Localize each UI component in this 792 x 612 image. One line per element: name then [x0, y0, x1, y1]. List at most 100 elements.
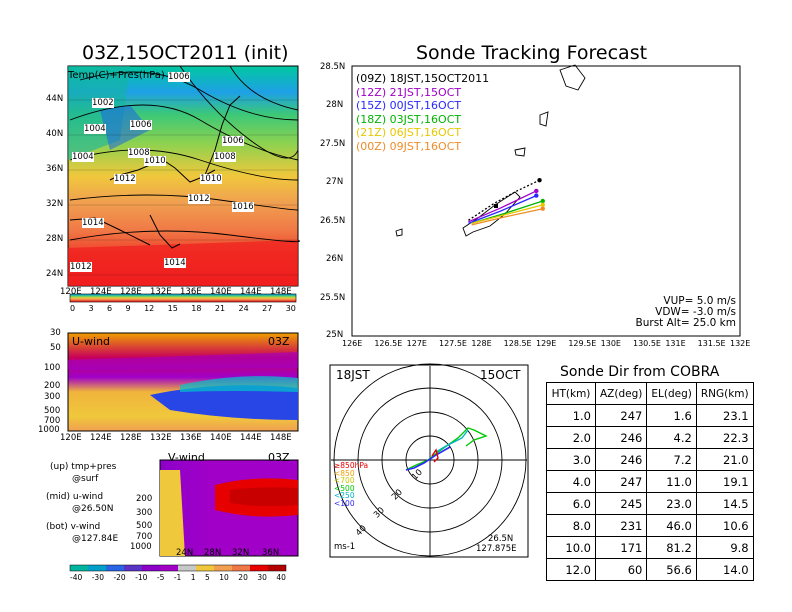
table-cell: 56.6	[646, 558, 697, 581]
lat-tick: 27N	[326, 177, 344, 187]
temp-colorbar	[69, 293, 297, 303]
tracking-title: Sonde Tracking Forecast	[416, 42, 648, 64]
isobar-label: 1010	[144, 156, 166, 166]
pressure-tick: 100	[44, 363, 61, 373]
col-header: HT(km)	[546, 382, 596, 405]
pressure-tick: 200	[44, 381, 61, 391]
lon-tick: 144E	[240, 433, 262, 443]
table-row: 3.0 246 7.2 21.0	[546, 448, 754, 471]
param-vdw: VDW= -3.0 m/s	[655, 306, 736, 318]
lat-tick: 27.5N	[320, 139, 346, 149]
isobar-label: 1002	[92, 98, 114, 108]
lon-tick: 127E	[406, 339, 427, 348]
lon-tick: 131E	[665, 339, 686, 348]
track-series-line	[468, 195, 537, 224]
table-row: 2.0 246 4.2 22.3	[546, 426, 754, 449]
lon-tick: 148E	[270, 287, 292, 297]
isobar-label: 1008	[128, 148, 150, 158]
v-wind-panel	[159, 459, 299, 557]
legend-entry: <700	[334, 476, 355, 485]
lat-tick: 24N	[46, 269, 64, 279]
table-cell: 171	[594, 536, 648, 559]
table-row: 4.0 247 11.0 19.1	[546, 470, 754, 493]
sonde-params: VUP= 5.0 m/s VDW= -3.0 m/s Burst Alt= 25…	[600, 296, 736, 329]
table-row: 10.0 171 81.2 9.8	[546, 536, 754, 559]
note-line: (mid) u-wind	[46, 492, 104, 502]
track-endpoint	[534, 188, 539, 194]
isobar-label: 1006	[222, 136, 244, 146]
note-line: @26.50N	[72, 504, 114, 514]
lon-tick: 128E	[120, 287, 142, 297]
lon-tick: 129E	[536, 339, 557, 348]
lon-tick: 120E	[60, 287, 82, 297]
table-cell: 23.1	[695, 404, 754, 427]
lat-tick: 28N	[204, 548, 222, 558]
lon-tick: 130E	[600, 339, 621, 348]
lon-tick: 140E	[210, 287, 232, 297]
lat-tick: 32N	[46, 199, 64, 209]
pressure-tick: 300	[136, 508, 153, 518]
legend-entry: <850	[334, 468, 355, 478]
lon-tick: 132E	[150, 433, 172, 443]
table-row: 12.0 60 56.6 14.0	[546, 558, 754, 581]
lat-tick: 36N	[46, 164, 64, 174]
tracking-map	[351, 64, 741, 337]
isobar-label: 1012	[70, 262, 92, 272]
table-cell: 245	[594, 492, 648, 515]
sonde-direction-table: HT(km) AZ(deg) EL(deg) RNG(km) 1.0 247 1.6…	[546, 382, 754, 581]
isobar-label: 1006	[130, 120, 152, 130]
table-title: Sonde Dir from COBRA	[560, 364, 720, 380]
table-cell: 7.2	[646, 448, 697, 471]
isobar-label: 1012	[188, 194, 210, 204]
note-line: @127.84E	[72, 534, 119, 544]
map-label: Temp(C)+Pres(hPa)	[68, 70, 165, 81]
isobar-label: 1004	[84, 124, 106, 134]
pressure-tick: 50	[50, 343, 61, 353]
param-burst-alt: Burst Alt= 25.0 km	[635, 317, 736, 329]
lon-tick: 148E	[270, 433, 292, 443]
legend-entry: (21Z) 06JST,16OCT	[356, 126, 462, 139]
polar-lon: 127.875E	[476, 544, 517, 554]
temp-pressure-map	[67, 65, 300, 287]
lon-tick: 126.5E	[374, 339, 403, 348]
isobar-label: 1012	[114, 174, 136, 184]
table-cell: 21.0	[695, 448, 754, 471]
table-cell: 3.0	[546, 448, 596, 471]
wind-colorbar-ticks: -40 -30 -20 -10 -5 -1 1 5 10 20 30 40	[70, 573, 286, 582]
col-header: RNG(km)	[695, 382, 754, 405]
track-endpoint	[537, 177, 542, 183]
table-cell: 6.0	[546, 492, 596, 515]
polar-unit: ms-1	[334, 542, 356, 552]
table-cell: 8.0	[546, 514, 596, 537]
table-cell: 10.6	[695, 514, 754, 537]
track-endpoint	[540, 206, 545, 211]
table-cell: 9.8	[695, 536, 754, 559]
polar-date: 15OCT	[480, 368, 521, 382]
table-cell: 60	[594, 558, 648, 581]
pressure-tick: 30	[50, 328, 61, 338]
u-wind-panel	[67, 332, 299, 432]
lon-tick: 128E	[471, 339, 492, 348]
lon-tick: 128.5E	[503, 339, 532, 348]
table-cell: 81.2	[646, 536, 697, 559]
lat-tick: 26.5N	[320, 216, 346, 226]
lon-tick: 144E	[240, 287, 262, 297]
pressure-tick: 500	[44, 406, 61, 416]
table-header-row: HT(km) AZ(deg) EL(deg) RNG(km)	[546, 382, 754, 405]
legend-entry: (12Z) 21JST,15OCT	[356, 85, 462, 99]
table-cell: 12.0	[546, 558, 596, 581]
legend-entry: (15Z) 00JST,16OCT	[356, 99, 462, 112]
lat-tick: 26N	[326, 254, 344, 264]
track-series-line	[468, 190, 537, 223]
track-series-line	[468, 179, 540, 221]
table-cell: 4.0	[546, 470, 596, 493]
table-row: 1.0 247 1.6 23.1	[546, 404, 754, 427]
pressure-legend: ≥850hPa <850 <700 <500 <250 <100	[334, 462, 368, 507]
table-cell: 247	[594, 470, 648, 493]
lon-tick: 127.5E	[439, 339, 467, 348]
lon-tick: 132E	[150, 287, 172, 297]
lat-tick: 28.5N	[320, 62, 346, 72]
isobar-label: 1016	[232, 202, 254, 212]
lon-tick: 128E	[120, 433, 142, 443]
